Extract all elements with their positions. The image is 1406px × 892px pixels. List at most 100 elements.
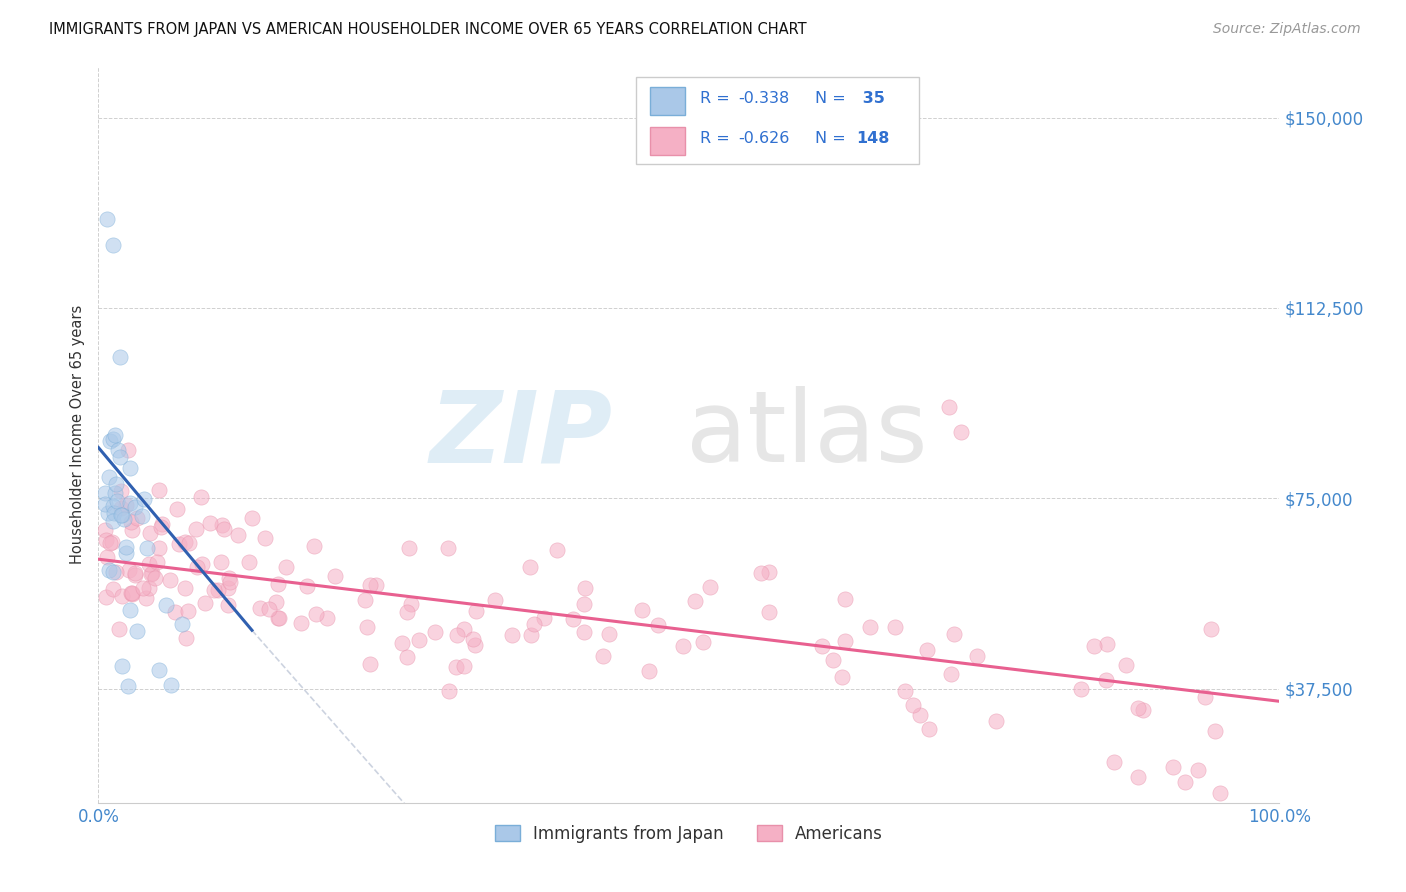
Text: 35: 35 [856,91,884,105]
Point [107,622,129,636]
Point [101,534,124,549]
Point [169,537,191,551]
Point [238,555,260,569]
Point [202,582,225,597]
Point [834,592,856,607]
Point [98,535,121,549]
Point [446,660,468,674]
Point [139,567,162,582]
Point [148,483,170,497]
Point [94,486,117,500]
Point [267,610,290,624]
Point [561,612,583,626]
Point [831,670,853,684]
Point [304,539,326,553]
Point [209,556,232,570]
Point [93,523,115,537]
Point [103,432,125,446]
Point [453,622,475,636]
Point [103,506,125,520]
Point [110,508,132,522]
Point [211,517,233,532]
Point [683,593,706,607]
Point [1194,690,1216,704]
Point [1102,755,1125,769]
Point [105,565,128,579]
Point [120,603,142,617]
Point [218,571,240,585]
Point [146,555,169,569]
Point [101,237,124,252]
Point [135,591,157,606]
Point [96,549,118,564]
Text: Source: ZipAtlas.com: Source: ZipAtlas.com [1213,22,1361,37]
Point [1132,703,1154,717]
Point [141,566,163,580]
Point [884,619,907,633]
Point [200,516,222,530]
Text: R =: R = [700,131,734,146]
Point [96,212,118,227]
Point [461,632,484,646]
Point [94,590,117,604]
Point [177,536,200,550]
Point [218,574,240,589]
Point [533,610,555,624]
Point [1126,701,1149,715]
Point [127,511,149,525]
Bar [650,87,685,114]
Point [501,628,523,642]
Point [1095,673,1118,688]
Point [834,633,856,648]
Point [520,628,543,642]
Point [176,632,198,646]
Point [217,598,239,612]
Point [592,649,614,664]
Text: N =: N = [815,91,851,105]
Point [118,563,141,577]
Point [191,557,214,571]
Point [193,596,215,610]
Point [269,611,291,625]
Point [356,619,378,633]
Point [692,635,714,649]
Point [159,573,181,587]
Point [423,624,446,639]
Point [117,443,139,458]
Point [267,576,290,591]
Point [120,585,142,599]
Point [966,649,988,664]
Point [408,633,430,648]
Point [257,602,280,616]
Point [353,592,375,607]
Point [249,601,271,615]
Point [149,520,172,534]
Point [101,514,124,528]
Point [94,533,117,548]
Point [226,528,249,542]
Point [111,658,134,673]
Point [316,611,339,625]
Point [859,620,882,634]
Point [155,598,177,612]
Point [465,604,488,618]
Point [1126,771,1149,785]
Point [97,470,120,484]
Text: atlas: atlas [686,386,928,483]
Point [111,589,134,603]
Point [207,582,229,597]
Point [399,597,422,611]
Point [148,663,170,677]
Point [104,486,127,500]
Point [170,616,193,631]
Point [110,483,132,498]
Point [1199,623,1222,637]
Point [150,517,173,532]
Y-axis label: Householder Income Over 65 years: Householder Income Over 65 years [69,305,84,565]
Point [574,581,596,595]
Point [124,566,146,581]
Point [572,597,595,611]
Point [446,628,468,642]
Point [359,657,381,671]
Text: R =: R = [700,91,734,105]
